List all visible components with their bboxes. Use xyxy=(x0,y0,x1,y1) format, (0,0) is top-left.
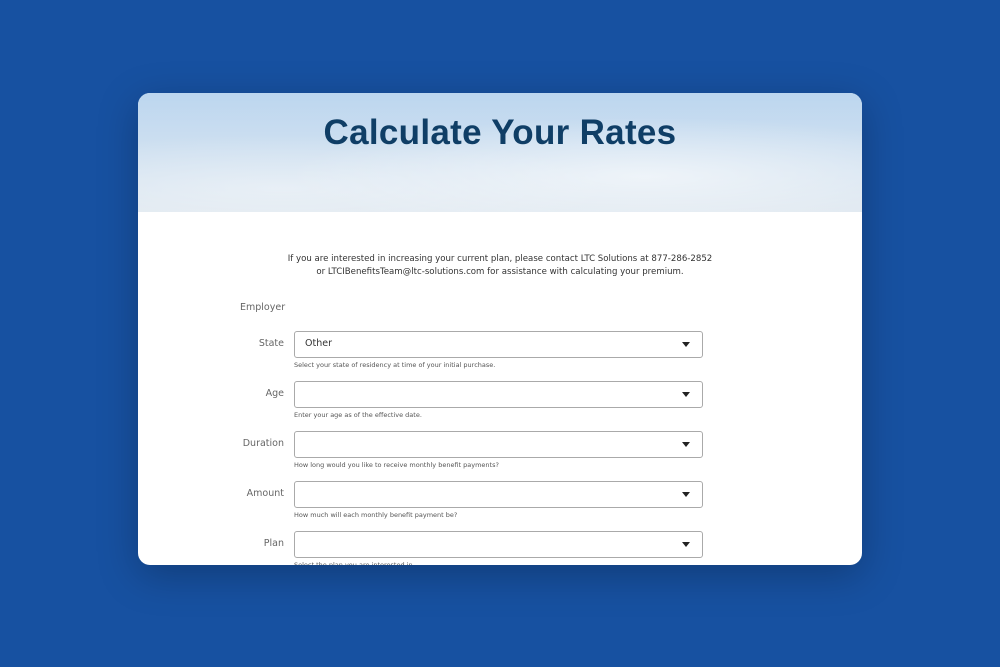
caret-down-icon xyxy=(682,542,690,547)
caret-down-icon xyxy=(682,492,690,497)
hero-banner: Calculate Your Rates xyxy=(138,93,862,212)
duration-select[interactable] xyxy=(294,431,703,458)
state-label: State xyxy=(258,338,284,349)
intro-text: If you are interested in increasing your… xyxy=(138,253,862,279)
caret-down-icon xyxy=(682,442,690,447)
rate-calculator-card: Calculate Your Rates If you are interest… xyxy=(138,93,862,565)
age-help-text: Enter your age as of the effective date. xyxy=(294,411,422,419)
state-help-text: Select your state of residency at time o… xyxy=(294,361,496,369)
plan-help-text: Select the plan you are interested in. xyxy=(294,561,415,565)
age-select[interactable] xyxy=(294,381,703,408)
amount-help-text: How much will each monthly benefit payme… xyxy=(294,511,458,519)
page-title: Calculate Your Rates xyxy=(323,113,677,152)
intro-line-2: or LTCIBenefitsTeam@ltc-solutions.com fo… xyxy=(316,267,684,277)
state-select[interactable]: Other xyxy=(294,331,703,358)
caret-down-icon xyxy=(682,392,690,397)
state-value: Other xyxy=(305,338,332,349)
age-label: Age xyxy=(265,388,284,399)
employer-label: Employer xyxy=(240,302,286,313)
amount-select[interactable] xyxy=(294,481,703,508)
plan-select[interactable] xyxy=(294,531,703,558)
plan-label: Plan xyxy=(263,538,284,549)
caret-down-icon xyxy=(682,342,690,347)
amount-label: Amount xyxy=(246,488,284,499)
intro-line-1: If you are interested in increasing your… xyxy=(287,254,713,264)
duration-help-text: How long would you like to receive month… xyxy=(294,461,499,469)
duration-label: Duration xyxy=(242,438,284,449)
